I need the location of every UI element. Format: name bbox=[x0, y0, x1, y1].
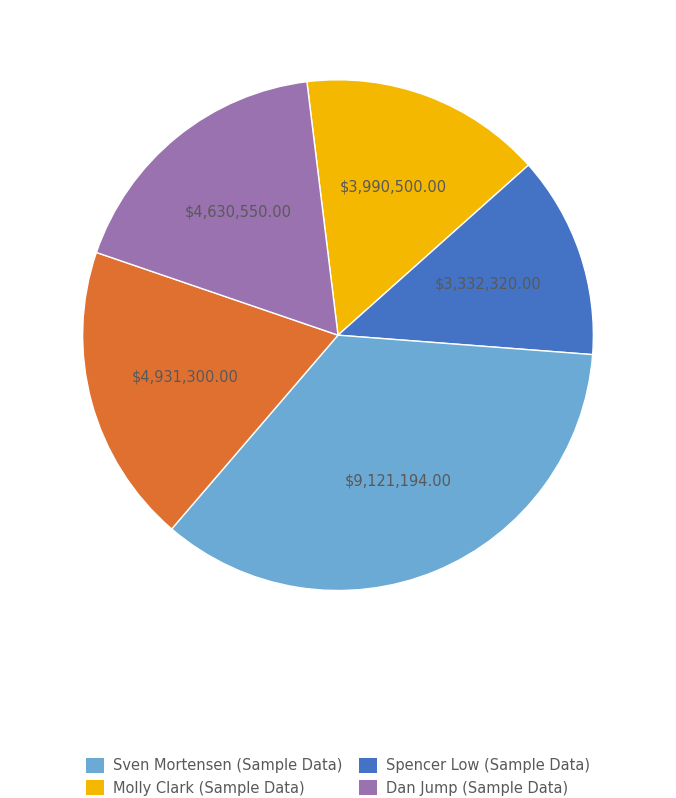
Wedge shape bbox=[172, 335, 593, 591]
Wedge shape bbox=[97, 81, 338, 335]
Wedge shape bbox=[307, 80, 529, 335]
Legend: Sven Mortensen (Sample Data), Molly Clark (Sample Data), Christa Geller (Sample : Sven Mortensen (Sample Data), Molly Clar… bbox=[79, 750, 597, 798]
Text: $4,931,300.00: $4,931,300.00 bbox=[132, 369, 239, 385]
Wedge shape bbox=[338, 165, 594, 354]
Text: $3,332,320.00: $3,332,320.00 bbox=[435, 277, 541, 292]
Wedge shape bbox=[82, 252, 338, 529]
Text: $4,630,550.00: $4,630,550.00 bbox=[185, 205, 292, 219]
Text: $3,990,500.00: $3,990,500.00 bbox=[340, 180, 448, 195]
Text: $9,121,194.00: $9,121,194.00 bbox=[345, 474, 452, 489]
